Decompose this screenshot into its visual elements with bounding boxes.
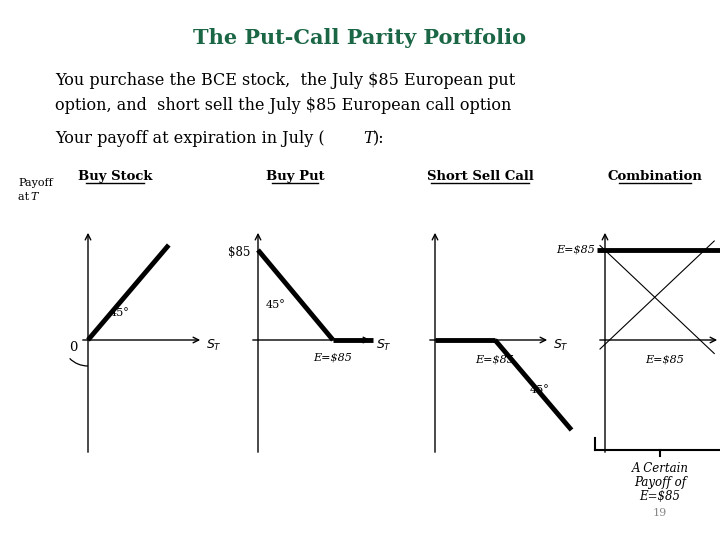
Text: at: at	[18, 192, 32, 202]
Text: T: T	[30, 192, 37, 202]
Text: E=$85: E=$85	[556, 245, 595, 255]
Text: 45°: 45°	[110, 308, 130, 318]
Text: T: T	[363, 130, 374, 147]
Text: E=$85: E=$85	[314, 352, 352, 362]
Text: A Certain: A Certain	[631, 462, 688, 475]
Text: Buy Put: Buy Put	[266, 170, 324, 183]
Text: 45°: 45°	[530, 385, 550, 395]
Text: Payoff: Payoff	[18, 178, 53, 188]
Text: The Put-Call Parity Portfolio: The Put-Call Parity Portfolio	[194, 28, 526, 48]
Text: $S_T$: $S_T$	[376, 338, 392, 353]
Text: option, and  short sell the July $85 European call option: option, and short sell the July $85 Euro…	[55, 97, 511, 114]
Text: E=$85: E=$85	[639, 490, 680, 503]
Text: You purchase the BCE stock,  the July $85 European put: You purchase the BCE stock, the July $85…	[55, 72, 516, 89]
Text: 0: 0	[70, 341, 78, 354]
Text: E=$85: E=$85	[475, 354, 514, 364]
Text: $S_T$: $S_T$	[206, 338, 222, 353]
Text: 19: 19	[653, 508, 667, 518]
Text: Short Sell Call: Short Sell Call	[426, 170, 534, 183]
Text: Your payoff at expiration in July (: Your payoff at expiration in July (	[55, 130, 325, 147]
Text: $S_T$: $S_T$	[553, 338, 569, 353]
Text: Combination: Combination	[608, 170, 703, 183]
Text: ):: ):	[373, 130, 384, 147]
Text: Payoff of: Payoff of	[634, 476, 686, 489]
Text: E=$85: E=$85	[646, 354, 685, 364]
Text: Buy Stock: Buy Stock	[78, 170, 152, 183]
Text: $85: $85	[228, 246, 250, 259]
Text: 45°: 45°	[266, 300, 286, 310]
